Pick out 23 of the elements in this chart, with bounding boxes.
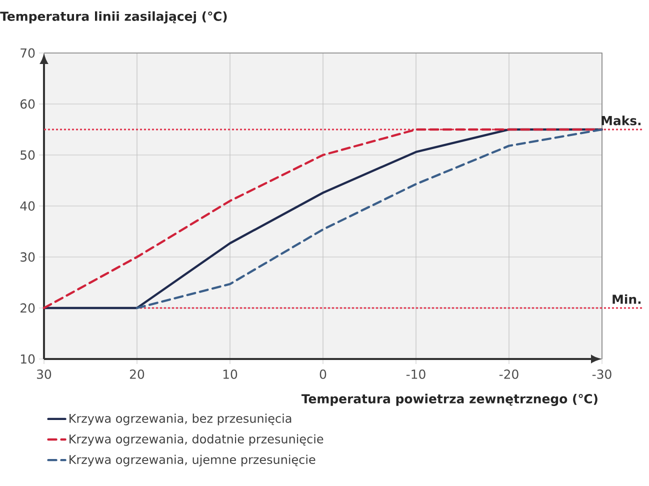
- y-tick-label: 40: [20, 201, 35, 211]
- legend-label: Krzywa ogrzewania, dodatnie przesunięcie: [70, 434, 324, 446]
- x-tick-label: -30: [592, 370, 612, 379]
- y-tick-label: 30: [20, 252, 35, 262]
- y-tick-label: 20: [20, 303, 35, 313]
- x-tick-label: 30: [37, 370, 52, 379]
- y-tick-label: 60: [20, 99, 35, 109]
- ref-line-label: Maks.: [602, 116, 641, 126]
- legend-label: Krzywa ogrzewania, ujemne przesunięcie: [70, 454, 316, 466]
- y-tick-label: 50: [20, 150, 35, 160]
- y-axis-title: Temperatura linii zasilającej (℃): [0, 11, 227, 24]
- x-tick-label: 10: [223, 370, 238, 379]
- legend-label: Krzywa ogrzewania, bez przesunięcia: [70, 414, 292, 426]
- ref-line-label: Min.: [612, 294, 641, 304]
- line-series: [42, 128, 604, 310]
- line-series: [136, 128, 604, 310]
- x-tick-label: 20: [130, 370, 144, 379]
- y-tick-label: 10: [21, 354, 35, 364]
- x-tick-label: 0: [320, 370, 326, 379]
- y-tick-label: 70: [20, 48, 35, 58]
- x-tick-label: -10: [406, 370, 426, 379]
- x-axis-title: Temperatura powietrza zewnętrznego (℃): [301, 394, 598, 406]
- x-tick-label: -20: [499, 370, 518, 379]
